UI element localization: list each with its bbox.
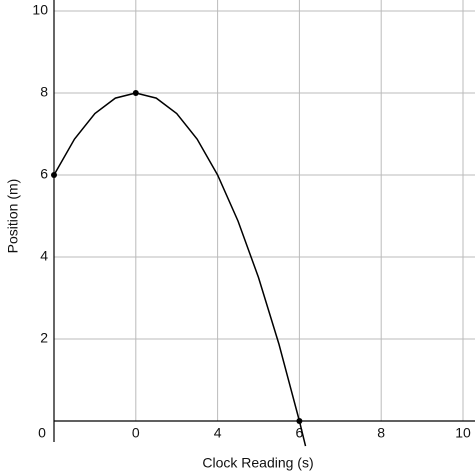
y-tick-label: 2 [40, 330, 48, 346]
data-point [51, 172, 57, 178]
x-tick-label: 6 [296, 425, 304, 441]
curve [53, 92, 307, 447]
y-tick-label: 6 [40, 166, 48, 182]
x-tick-label: 8 [377, 425, 385, 441]
y-tick-label: 8 [40, 84, 48, 100]
data-point [296, 418, 303, 424]
x-tick-label: 0 [132, 425, 140, 441]
x-axis-label: Clock Reading (s) [202, 455, 313, 471]
y-tick-label: 4 [40, 248, 48, 264]
x-tick-label: 10 [455, 425, 471, 441]
y-axis-label: Position (m) [5, 179, 21, 254]
x-tick-label: 0 [38, 425, 46, 441]
x-tick-label: 4 [214, 425, 222, 441]
y-tick-label: 10 [32, 2, 48, 18]
data-point [132, 90, 139, 96]
